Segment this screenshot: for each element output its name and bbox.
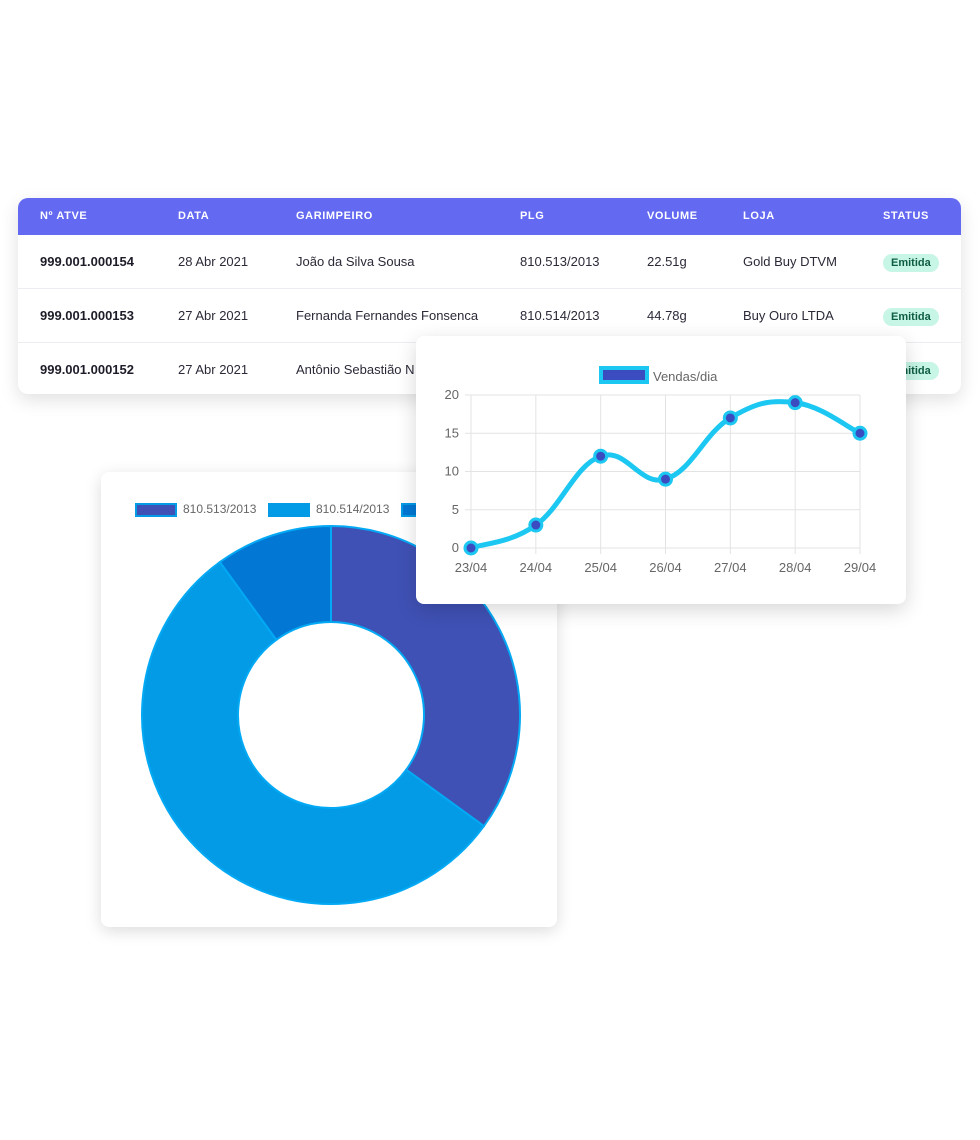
x-tick-label: 26/04 (649, 560, 682, 575)
x-tick-label: 24/04 (520, 560, 553, 575)
line-chart: 0 5 10 15 20 23/04 24/04 25/04 26/04 27/04 28/04 29… (445, 366, 877, 575)
table-row[interactable]: 999.001.000154 28 Abr 2021 João da Silva… (18, 235, 961, 289)
cell-garimpeiro: Antônio Sebastião N (296, 362, 415, 377)
data-point[interactable] (528, 517, 544, 533)
cell-plg: 810.513/2013 (520, 254, 600, 269)
status-badge: Emitida (883, 308, 939, 326)
doughnut-slice-1[interactable] (141, 560, 486, 905)
status-badge: Emitida (883, 254, 939, 272)
data-point[interactable] (852, 425, 868, 441)
y-tick-label: 15 (445, 425, 459, 440)
y-tick-label: 5 (452, 502, 459, 517)
cell-volume: 44.78g (647, 308, 687, 323)
cell-garimpeiro: Fernanda Fernandes Fonsenca (296, 308, 479, 323)
x-tick-label: 28/04 (779, 560, 812, 575)
y-tick-label: 20 (445, 387, 459, 402)
line-legend: Vendas/dia (599, 366, 718, 384)
column-header-data[interactable]: DATA (178, 210, 210, 222)
legend-label: 810.514/2013 (316, 502, 390, 516)
data-point[interactable] (463, 540, 479, 556)
column-header-plg[interactable]: PLG (520, 210, 545, 222)
y-tick-label: 0 (452, 540, 459, 555)
cell-data: 28 Abr 2021 (178, 254, 249, 269)
table-header: Nº ATVE DATA GARIMPEIRO PLG VOLUME LOJA … (18, 198, 961, 235)
data-point[interactable] (658, 471, 673, 487)
column-header-status[interactable]: STATUS (883, 210, 929, 222)
legend-swatch (599, 366, 649, 384)
x-tick-label: 25/04 (584, 560, 617, 575)
x-tick-label: 29/04 (844, 560, 877, 575)
column-header-loja[interactable]: LOJA (743, 210, 775, 222)
cell-atve: 999.001.000153 (40, 308, 134, 323)
doughnut-slice-2[interactable] (218, 524, 332, 642)
cell-atve: 999.001.000152 (40, 362, 134, 377)
cell-garimpeiro: João da Silva Sousa (296, 254, 415, 269)
data-point[interactable] (722, 410, 738, 426)
column-header-garimpeiro[interactable]: GARIMPEIRO (296, 210, 373, 222)
column-header-volume[interactable]: VOLUME (647, 210, 698, 222)
cell-volume: 22.51g (647, 254, 687, 269)
x-tick-label: 27/04 (714, 560, 747, 575)
data-point[interactable] (787, 395, 803, 411)
legend-label: Vendas/dia (653, 369, 718, 384)
cell-atve: 999.001.000154 (40, 254, 134, 269)
y-tick-label: 10 (445, 464, 459, 479)
cell-loja: Buy Ouro LTDA (743, 308, 834, 323)
line-chart-card: 0 5 10 15 20 23/04 24/04 25/04 26/04 27/04 28/04 29… (416, 336, 906, 604)
table-row[interactable]: 999.001.000153 27 Abr 2021 Fernanda Fern… (18, 289, 961, 343)
cell-data: 27 Abr 2021 (178, 362, 249, 377)
cell-data: 27 Abr 2021 (178, 308, 249, 323)
data-point[interactable] (593, 448, 609, 464)
cell-loja: Gold Buy DTVM (743, 254, 837, 269)
legend-swatch (135, 503, 177, 517)
column-header-atve[interactable]: Nº ATVE (40, 210, 88, 222)
cell-plg: 810.514/2013 (520, 308, 600, 323)
legend-swatch (268, 503, 310, 517)
x-tick-label: 23/04 (455, 560, 488, 575)
legend-label: 810.513/2013 (183, 502, 257, 516)
